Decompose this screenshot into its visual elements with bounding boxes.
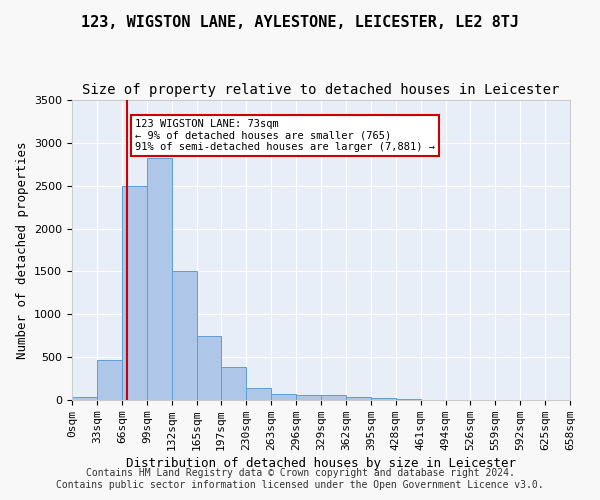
Bar [246,388,271,400]
Bar [371,398,396,400]
Bar [72,398,97,400]
Bar [197,336,221,400]
Bar [122,186,147,400]
Bar [296,396,321,400]
Bar [147,158,172,400]
X-axis label: Distribution of detached houses by size in Leicester: Distribution of detached houses by size … [126,457,516,470]
Title: Size of property relative to detached houses in Leicester: Size of property relative to detached ho… [82,84,560,98]
Bar [271,394,296,400]
Text: 123, WIGSTON LANE, AYLESTONE, LEICESTER, LE2 8TJ: 123, WIGSTON LANE, AYLESTONE, LEICESTER,… [81,15,519,30]
Y-axis label: Number of detached properties: Number of detached properties [16,141,29,359]
Text: Contains HM Land Registry data © Crown copyright and database right 2024.
Contai: Contains HM Land Registry data © Crown c… [56,468,544,490]
Bar [396,399,421,400]
Bar [97,360,122,400]
Bar [346,398,371,400]
Bar [321,396,346,400]
Bar [221,366,246,400]
Text: 123 WIGSTON LANE: 73sqm
← 9% of detached houses are smaller (765)
91% of semi-de: 123 WIGSTON LANE: 73sqm ← 9% of detached… [135,119,435,152]
Bar [172,270,197,400]
